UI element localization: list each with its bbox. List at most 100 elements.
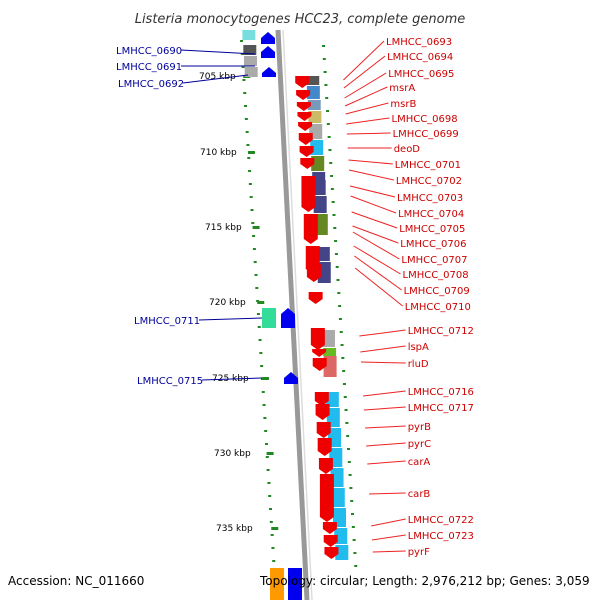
right-leader-line: [345, 102, 389, 115]
track-dot: [353, 552, 357, 554]
track-dot: [331, 201, 335, 203]
cog-block: [306, 86, 320, 99]
topology-text: Topology: circular; Length: 2,976,212 bp…: [260, 574, 590, 588]
track-dot: [336, 279, 340, 281]
right-leader-line: [351, 211, 398, 229]
track-dot: [345, 422, 349, 424]
right-leader-line: [371, 518, 406, 527]
right-leader-line: [369, 492, 406, 495]
track-dot: [267, 482, 271, 484]
right-leader-line: [343, 55, 386, 89]
cog-block: [308, 111, 322, 123]
track-dot: [259, 352, 263, 354]
right-gene-label: carA: [408, 457, 431, 468]
cog-block: [306, 76, 320, 85]
track-dot: [327, 136, 331, 138]
track-dot: [349, 487, 353, 489]
track-dot: [341, 357, 345, 359]
right-gene-label: LMHCC_0693: [386, 37, 452, 48]
scale-tick-label: 710 kbp: [200, 148, 237, 158]
right-gene-label: LMHCC_0707: [401, 255, 467, 266]
track-dot: [330, 188, 334, 190]
left-leader-line: [198, 317, 263, 321]
forward-gene-arrow: [316, 422, 331, 438]
track-dot: [244, 118, 248, 120]
left-gene-label: LMHCC_0690: [116, 46, 182, 57]
right-gene-label: LMHCC_0694: [387, 52, 453, 63]
reverse-gene-arrow: [284, 372, 298, 384]
cog-block: [323, 356, 337, 377]
forward-gene-arrow: [312, 358, 327, 371]
track-dot: [240, 40, 243, 42]
forward-gene-arrow: [323, 535, 338, 547]
right-gene-label: LMHCC_0698: [392, 114, 458, 125]
track-dot: [270, 534, 274, 536]
track-dot: [256, 313, 260, 315]
reverse-gene-arrow: [281, 308, 295, 328]
track-dot: [340, 344, 344, 346]
right-gene-label: LMHCC_0717: [408, 403, 474, 414]
track-dot: [342, 383, 346, 385]
track-dot: [255, 287, 259, 289]
right-leader-line: [352, 225, 399, 244]
reverse-gene-arrow: [261, 32, 275, 44]
right-leader-line: [363, 406, 406, 411]
right-gene-label: LMHCC_0699: [393, 129, 459, 140]
forward-gene-arrow: [299, 146, 314, 157]
scale-tick: [266, 452, 274, 455]
right-gene-label: LMHCC_0702: [396, 176, 462, 187]
right-gene-label: LMHCC_0709: [404, 286, 470, 297]
right-leader-line: [354, 255, 402, 291]
cog-block: [317, 262, 331, 283]
right-gene-label: pyrC: [408, 439, 431, 450]
left-gene-label: LMHCC_0715: [137, 376, 203, 387]
forward-gene-arrow: [300, 158, 315, 169]
track-dot: [335, 266, 339, 268]
track-dot: [326, 110, 330, 112]
right-gene-label: LMHCC_0710: [405, 302, 471, 313]
scale-tick-label: 720 kbp: [209, 298, 246, 308]
track-dot: [334, 240, 338, 242]
track-dot: [252, 248, 256, 250]
right-leader-line: [344, 86, 388, 107]
right-leader-line: [349, 185, 396, 198]
track-dot: [254, 274, 258, 276]
cog-block: [316, 247, 330, 261]
forward-gene-arrow: [322, 522, 337, 534]
track-dot: [337, 292, 341, 294]
map-title: Listeria monocytogenes HCC23, complete g…: [135, 12, 466, 27]
forward-gene-arrow: [314, 392, 329, 406]
right-leader-line: [348, 159, 393, 165]
track-dot: [245, 131, 249, 133]
track-dot: [242, 79, 246, 81]
forward-gene-arrow: [295, 76, 310, 88]
cog-block: [335, 545, 349, 560]
track-dot: [350, 500, 354, 502]
cog-block: [312, 172, 326, 180]
scale-tick: [271, 527, 279, 530]
right-leader-line: [366, 442, 406, 447]
track-dot: [351, 513, 355, 515]
cog-block: [313, 196, 327, 213]
track-dot: [334, 253, 338, 255]
forward-gene-arrow: [324, 547, 339, 559]
track-dot: [346, 435, 350, 437]
right-gene-label: LMHCC_0706: [400, 239, 466, 250]
track-dot: [343, 396, 347, 398]
cog-color-track: [242, 30, 349, 600]
track-dot: [351, 526, 355, 528]
track-dot: [332, 214, 336, 216]
track-dot: [250, 209, 254, 211]
cog-block: [321, 330, 335, 347]
track-dot: [344, 409, 348, 411]
gene-arrows: [261, 32, 339, 600]
forward-gene-arrow: [298, 133, 313, 145]
forward-gene-arrow: [315, 404, 330, 420]
right-gene-label: LMHCC_0712: [408, 326, 474, 337]
scale-tick-label: 715 kbp: [205, 223, 242, 233]
right-leader-line: [350, 195, 397, 214]
left-gene-label: LMHCC_0692: [118, 79, 184, 90]
track-dot: [248, 183, 252, 185]
track-dot: [269, 508, 273, 510]
